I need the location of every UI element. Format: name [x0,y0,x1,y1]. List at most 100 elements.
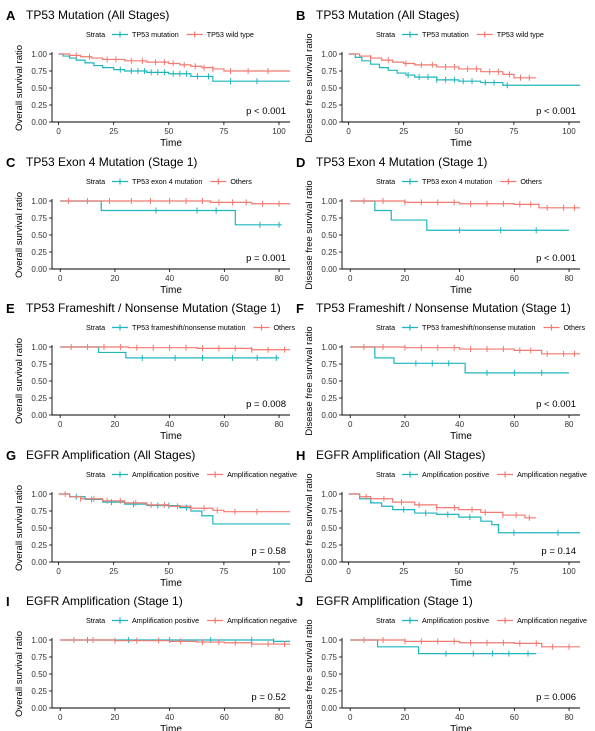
y-axis-label: Overall survival ratio [14,45,25,131]
y-tick-label: 0.50 [31,84,47,93]
y-tick-label: 0.50 [31,231,47,240]
panel-title: TP53 Frameshift / Nonsense Mutation (Sta… [316,301,571,315]
x-tick-label: 40 [165,713,174,722]
p-value: p < 0.001 [536,106,576,117]
legend-title: Strata [376,177,395,186]
legend-title: Strata [376,470,395,479]
y-tick-label: 0.75 [321,653,337,662]
p-value: p < 0.001 [536,253,576,264]
series-group [60,344,290,353]
panel-title: TP53 Exon 4 Mutation (Stage 1) [26,155,197,169]
legend-label: Amplification negative [517,616,587,625]
y-tick-label: 0.25 [31,101,47,110]
y-tick-label: 0.75 [321,507,337,516]
y-tick-label: 0.75 [31,653,47,662]
survival-curve [350,200,580,209]
y-tick-label: 0.00 [321,558,337,567]
x-tick-label: 80 [275,420,284,429]
legend-label: TP53 frameshift/nonsense mutation [132,323,245,332]
series-group [348,53,580,89]
y-tick-label: 0.75 [31,214,47,223]
survival-curve [348,53,536,79]
x-tick-label: 0 [348,420,353,429]
survival-curve [350,639,580,648]
y-tick-label: 1.00 [31,197,47,206]
p-value: p < 0.001 [246,106,286,117]
panel-letter: E [6,301,15,316]
panel-h: H EGFR Amplification (All Stages) Strata Am… [296,448,587,589]
y-tick-label: 0.75 [31,67,47,76]
x-tick-label: 60 [220,713,229,722]
legend: Strata TP53 frameshift/nonsense mutation O… [376,323,585,332]
legend-label: Others [273,323,295,332]
x-tick-label: 0 [58,420,63,429]
legend: Strata TP53 mutation TP53 wild type [376,30,544,39]
survival-curve [58,53,290,82]
y-tick-label: 0.50 [31,377,47,386]
panel-b: B TP53 Mutation (All Stages) Strata TP53 mu… [296,8,580,149]
x-tick-label: 40 [455,274,464,283]
panel-f: F TP53 Frameshift / Nonsense Mutation (St… [296,301,585,442]
panel-letter: I [6,594,10,609]
legend: Strata Amplification positive Amplificatio… [86,470,297,479]
series-group [348,493,580,536]
x-tick-label: 0 [56,127,61,136]
survival-curve [60,200,282,226]
y-axis-label: Overall survival ratio [14,192,25,278]
survival-curve [350,346,580,355]
survival-curve [60,346,290,351]
x-tick-label: 80 [275,713,284,722]
survival-curve [350,346,570,374]
y-tick-label: 0.00 [31,411,47,420]
panel-title: TP53 Frameshift / Nonsense Mutation (Sta… [26,301,281,315]
panel-title: TP53 Exon 4 Mutation (Stage 1) [316,155,487,169]
legend-label: Others [520,177,542,186]
y-tick-label: 0.00 [31,704,47,713]
x-tick-label: 0 [346,127,351,136]
legend-label: TP53 exon 4 mutation [422,177,492,186]
panel-title: EGFR Amplification (All Stages) [316,448,485,462]
y-tick-label: 0.50 [31,524,47,533]
y-tick-label: 1.00 [321,490,337,499]
x-tick-label: 75 [509,127,518,136]
y-tick-label: 0.50 [31,670,47,679]
x-tick-label: 100 [272,567,286,576]
x-tick-label: 50 [454,567,463,576]
panel-title: EGFR Amplification (Stage 1) [316,594,473,608]
p-value: p = 0.52 [251,692,286,703]
legend-title: Strata [376,30,395,39]
x-tick-label: 25 [109,127,118,136]
series-group [60,637,290,645]
legend: Strata Amplification positive Amplificatio… [376,470,587,479]
x-tick-label: 80 [275,274,284,283]
y-tick-label: 0.75 [321,360,337,369]
x-tick-label: 20 [110,274,119,283]
x-tick-label: 60 [220,420,229,429]
y-tick-label: 0.25 [31,394,47,403]
panel-e: E TP53 Frameshift / Nonsense Mutation (St… [6,301,295,442]
legend-title: Strata [376,323,395,332]
x-tick-label: 20 [400,713,409,722]
x-tick-label: 60 [510,274,519,283]
legend-title: Strata [376,616,395,625]
x-tick-label: 20 [400,420,409,429]
y-tick-label: 1.00 [321,343,337,352]
x-tick-label: 0 [346,567,351,576]
y-tick-label: 0.25 [321,687,337,696]
series-group [350,346,570,376]
y-tick-label: 0.25 [31,248,47,257]
x-tick-label: 100 [562,567,576,576]
y-axis-label: Disease free survival ratio [304,33,315,142]
legend-title: Strata [86,177,105,186]
panel-c: C TP53 Exon 4 Mutation (Stage 1) Strata TP5… [6,155,290,296]
y-tick-label: 0.50 [321,377,337,386]
legend: Strata TP53 mutation TP53 wild type [86,30,254,39]
legend-label: TP53 frameshift/nonsense mutation [422,323,535,332]
panel-a: A TP53 Mutation (All Stages) Strata TP53 mu… [6,8,290,149]
legend: Strata TP53 exon 4 mutation Others [376,177,542,186]
panel-letter: A [6,8,16,23]
y-axis-label: Overall survival ratio [14,631,25,717]
panel-title: TP53 Mutation (All Stages) [316,8,459,22]
y-tick-label: 0.00 [321,411,337,420]
legend-label: Amplification positive [422,616,489,625]
